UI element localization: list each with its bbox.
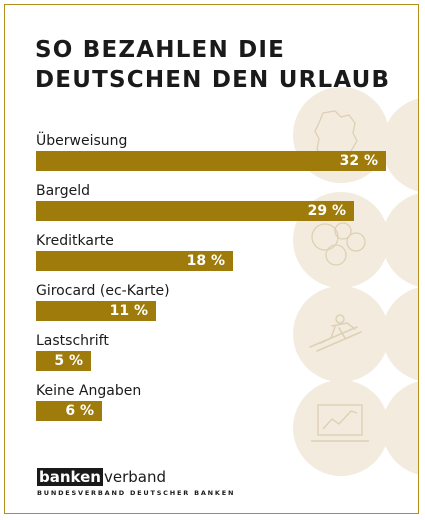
- value-label: 11 %: [109, 303, 148, 319]
- logo-subtitle: BUNDESVERBAND DEUTSCHER BANKEN: [37, 489, 236, 497]
- bar: [36, 301, 156, 321]
- decor-circle: [382, 193, 418, 287]
- title-line-2: DEUTSCHEN DEN URLAUB: [35, 67, 391, 93]
- category-label: Keine Angaben: [36, 383, 142, 399]
- value-label: 32 %: [339, 153, 378, 169]
- decor-circle: [293, 380, 389, 476]
- bar: [36, 151, 386, 171]
- chart-title: SO BEZAHLEN DIE DEUTSCHEN DEN URLAUB: [35, 35, 390, 95]
- category-label: Überweisung: [36, 133, 128, 149]
- logo-banken: banken: [37, 468, 103, 486]
- bar: [36, 351, 91, 371]
- bankenverband-logo: banken verband BUNDESVERBAND DEUTSCHER BA…: [37, 468, 235, 497]
- value-label: 5 %: [54, 353, 83, 369]
- bar: [36, 401, 102, 421]
- logo-verband: verband: [103, 468, 166, 486]
- skier-icon: [309, 314, 362, 352]
- category-label: Girocard (ec-Karte): [36, 283, 170, 299]
- bar: [36, 251, 233, 271]
- value-label: 29 %: [307, 203, 346, 219]
- coins-icon: [311, 222, 366, 266]
- bar: [36, 201, 354, 221]
- title-line-1: SO BEZAHLEN DIE: [35, 37, 286, 63]
- laptop-chart-icon: [311, 404, 369, 442]
- category-label: Lastschrift: [36, 333, 109, 349]
- infographic-frame: SO BEZAHLEN DIE DEUTSCHEN DEN URLAUB Übe…: [4, 4, 419, 514]
- decor-circle: [382, 287, 418, 381]
- decor-circle: [382, 98, 418, 192]
- category-label: Bargeld: [36, 183, 90, 199]
- category-label: Kreditkarte: [36, 233, 114, 249]
- value-label: 6 %: [65, 403, 94, 419]
- decor-circle: [382, 381, 418, 475]
- value-label: 18 %: [186, 253, 225, 269]
